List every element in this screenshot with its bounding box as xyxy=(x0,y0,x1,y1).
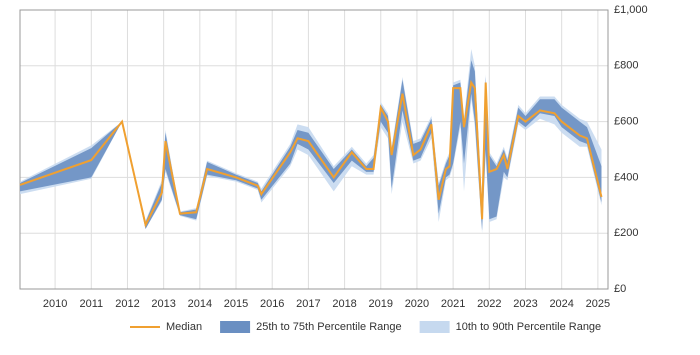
x-tick-label: 2023 xyxy=(513,298,537,310)
y-tick-label: £200 xyxy=(614,227,638,239)
x-tick-label: 2022 xyxy=(477,298,501,310)
legend-label: 25th to 75th Percentile Range xyxy=(256,321,402,333)
median-line xyxy=(19,79,603,228)
x-tick-label: 2014 xyxy=(188,298,212,310)
y-tick-label: £800 xyxy=(614,60,638,72)
x-tick-label: 2024 xyxy=(549,298,573,310)
legend-swatch xyxy=(220,321,251,333)
y-tick-label: £1,000 xyxy=(614,4,648,16)
x-tick-label: 2013 xyxy=(151,298,175,310)
x-tick-label: 2017 xyxy=(296,298,320,310)
y-tick-label: £0 xyxy=(614,283,626,295)
x-tick-label: 2012 xyxy=(115,298,139,310)
x-tick-label: 2021 xyxy=(441,298,465,310)
legend-swatch xyxy=(419,321,450,333)
legend-label: Median xyxy=(166,321,202,333)
x-tick-label: 2025 xyxy=(586,298,610,310)
x-tick-label: 2019 xyxy=(369,298,393,310)
x-tick-label: 2016 xyxy=(260,298,284,310)
x-tick-label: 2010 xyxy=(43,298,67,310)
x-tick-label: 2011 xyxy=(79,298,103,310)
legend-label: 10th to 90th Percentile Range xyxy=(456,321,602,333)
x-tick-label: 2015 xyxy=(224,298,248,310)
y-tick-label: £400 xyxy=(614,171,638,183)
x-tick-label: 2018 xyxy=(332,298,356,310)
x-tick-label: 2020 xyxy=(405,298,429,310)
y-tick-label: £600 xyxy=(614,116,638,128)
plot-border xyxy=(19,9,609,290)
